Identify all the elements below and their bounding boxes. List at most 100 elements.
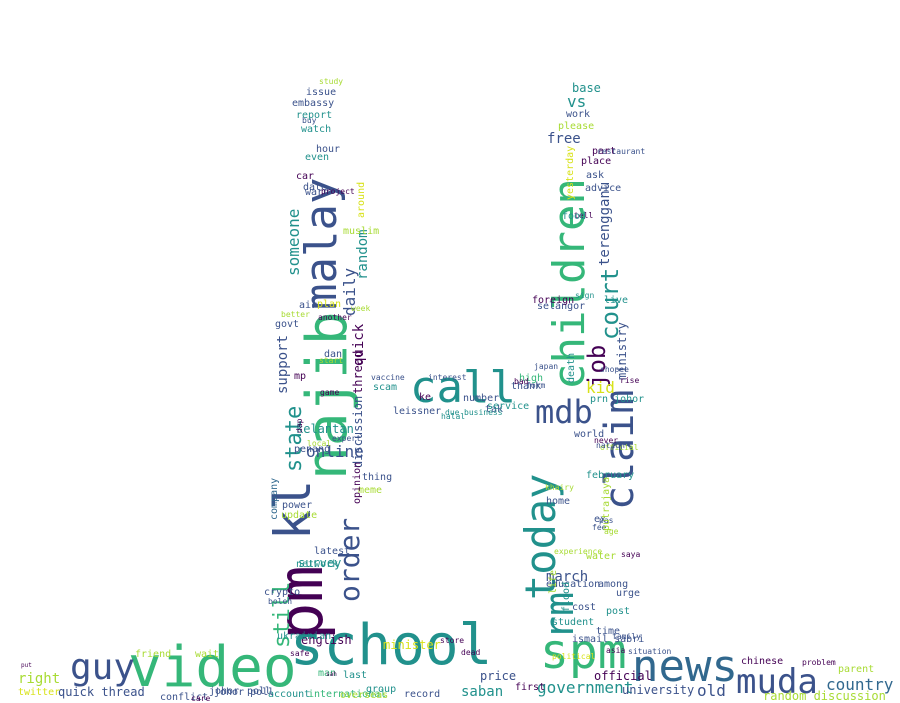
word-random: random [355,229,371,280]
word-ask: ask [586,170,605,181]
word-around: around [356,181,367,218]
word-company: company [269,477,280,520]
word-service: service [487,401,530,412]
word-selangor: selangor [537,301,586,312]
word-video: video [128,635,297,700]
word-terengganu: terengganu [597,181,613,266]
word-shopee: shopee [600,365,629,374]
word-embassy: embassy [292,98,335,109]
word-foreign: foreign [532,295,575,306]
word-tell: tell [574,211,594,220]
word-experience: experience [554,547,603,556]
word-post: post [606,606,631,617]
word-someone: someone [284,208,303,276]
word-overseas: overseas [340,690,389,701]
word-care: care [191,694,211,703]
word-group: group [366,684,397,695]
word-vaccine: vaccine [371,373,405,382]
word-saban: saban [461,684,504,700]
word-parent: parent [838,664,875,675]
word-prn-johor: prn johor [590,394,645,405]
word-online: online [306,442,364,461]
word-sign: sign [575,291,595,300]
word-project: project [321,187,355,196]
word-mdb: mdb [535,393,593,431]
word-ke: ke [419,392,432,403]
word-japan: japan [534,362,559,371]
word-situation: situation [628,647,672,656]
word-official: official [600,443,639,452]
word-last: last [343,670,368,681]
word-flood: flood [561,581,572,612]
word-education: education [546,579,601,590]
word-johor: johor [209,686,240,697]
word-first: first [515,682,546,693]
word-minister: minister [383,638,441,652]
word-even: even [305,152,330,163]
word-rm: rm [537,591,583,640]
word-another: another [318,313,352,322]
word-due: due [445,408,460,417]
word-dead: dead [461,648,481,657]
word-latest: latest [314,546,351,557]
word-mp: mp [294,371,307,382]
word-ex: ex [594,514,607,525]
word-power: power [282,500,313,511]
word-kelantan: kelantan [296,422,354,436]
word-random-discussion: random discussion [763,689,886,703]
word-watch: watch [301,124,332,135]
word-start: start [319,356,344,365]
word-number: number [463,393,500,404]
word-english: english [301,633,352,647]
word-price: price [480,669,517,683]
word-put: put [21,662,32,669]
word-live: live [604,295,629,306]
word-halal: halal [441,412,466,421]
word-network: network [296,559,339,570]
word-among: among [598,579,629,590]
word-muda: muda [736,662,818,702]
word-world: world [574,429,605,440]
word-problem: problem [802,658,836,667]
word-nation: nation [596,441,625,450]
word-expert: expert [332,434,361,443]
word-dan: dan [324,349,343,360]
word-support: support [275,334,291,394]
word-ukrainian: ukrainian [277,631,332,642]
word-wait: wait [195,649,220,660]
word-asia: asia [606,646,626,655]
word-state: state [282,405,307,472]
word-poll: poll [247,686,272,697]
word-kid: kid [586,378,615,397]
word-university: university [622,683,695,697]
word-work: work [566,109,591,120]
word-food: food [562,211,587,222]
word-sah: sah [326,671,337,678]
word-muslim: muslim [343,226,380,237]
word-johor-poll: johor poll [214,687,275,698]
word-age: age [604,527,619,536]
word-spm: spm [540,624,627,680]
word-home: home [546,496,571,507]
word-form: form [526,381,546,390]
word-tak: tak [485,404,504,415]
word-quick-thread: quick thread [58,685,145,699]
word-fee: fee [592,523,607,532]
word-meme: meme [358,485,383,496]
word-official: official [594,669,652,683]
word-interest: interest [428,373,467,382]
word-advice: advice [585,183,622,194]
word-friend: friend [135,649,172,660]
word-man: man [318,668,337,679]
word-putrajaya: putrajaya [601,476,612,531]
word-call: call [410,362,516,413]
word-urge: urge [616,588,641,599]
word-never: never [594,436,619,445]
word-report: report [296,110,333,121]
word-car: car [296,171,315,182]
word-record: record [404,689,441,700]
word-political: political [552,652,596,661]
word-country: country [826,675,894,694]
word-update: update [281,510,318,521]
